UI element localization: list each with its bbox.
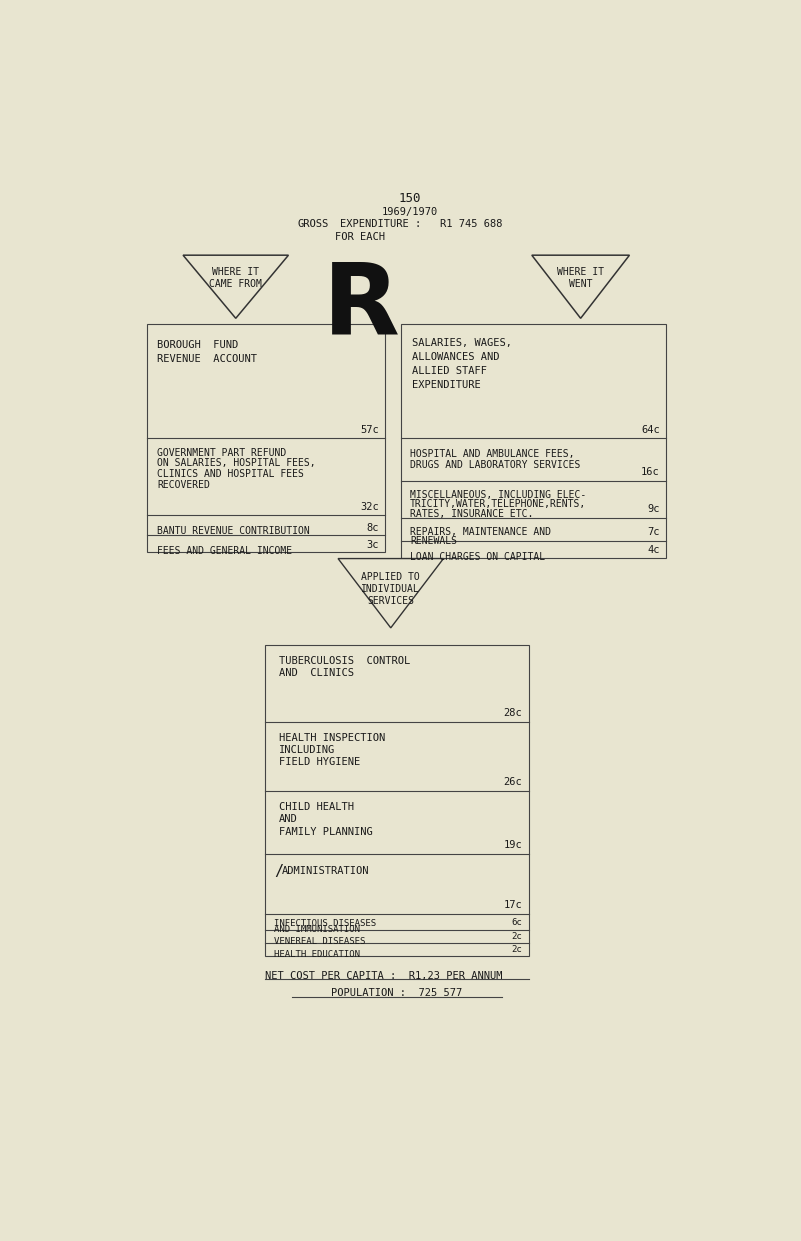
Text: ALLOWANCES AND: ALLOWANCES AND: [412, 352, 499, 362]
Text: 3c: 3c: [367, 540, 379, 550]
Polygon shape: [532, 256, 630, 319]
Text: AND  CLINICS: AND CLINICS: [280, 668, 354, 678]
Text: SALARIES, WAGES,: SALARIES, WAGES,: [412, 339, 512, 349]
Text: 8c: 8c: [367, 524, 379, 534]
Text: FAMILY PLANNING: FAMILY PLANNING: [280, 827, 373, 836]
Text: WHERE IT
WENT: WHERE IT WENT: [557, 268, 604, 289]
Text: ADMINISTRATION: ADMINISTRATION: [282, 866, 370, 876]
Text: INFECTIOUS DISEASES: INFECTIOUS DISEASES: [275, 918, 376, 928]
Text: 2c: 2c: [512, 932, 522, 941]
Text: 1969/1970: 1969/1970: [382, 207, 438, 217]
Text: FIELD HYGIENE: FIELD HYGIENE: [280, 757, 360, 767]
Text: MISCELLANEOUS, INCLUDING ELEC-: MISCELLANEOUS, INCLUDING ELEC-: [410, 490, 586, 500]
Text: 57c: 57c: [360, 424, 379, 434]
Text: CHILD HEALTH: CHILD HEALTH: [280, 802, 354, 812]
Text: RATES, INSURANCE ETC.: RATES, INSURANCE ETC.: [410, 509, 533, 519]
Text: LOAN CHARGES ON CAPITAL: LOAN CHARGES ON CAPITAL: [410, 552, 545, 562]
Text: RECOVERED: RECOVERED: [158, 480, 211, 490]
Text: DRUGS AND LABORATORY SERVICES: DRUGS AND LABORATORY SERVICES: [410, 460, 581, 470]
Text: RENEWALS: RENEWALS: [410, 536, 457, 546]
Text: APPLIED TO
INDIVIDUAL
SERVICES: APPLIED TO INDIVIDUAL SERVICES: [361, 572, 421, 606]
Text: INCLUDING: INCLUDING: [280, 745, 336, 755]
Bar: [400, 324, 666, 557]
Text: POPULATION :  725 577: POPULATION : 725 577: [332, 988, 462, 998]
Text: FOR EACH: FOR EACH: [335, 232, 384, 242]
Text: VENEREAL DISEASES: VENEREAL DISEASES: [275, 937, 366, 947]
Text: ALLIED STAFF: ALLIED STAFF: [412, 366, 487, 376]
Text: 26c: 26c: [504, 777, 522, 787]
Text: GOVERNMENT PART REFUND: GOVERNMENT PART REFUND: [158, 448, 287, 458]
Text: HOSPITAL AND AMBULANCE FEES,: HOSPITAL AND AMBULANCE FEES,: [410, 449, 574, 459]
Text: CLINICS AND HOSPITAL FEES: CLINICS AND HOSPITAL FEES: [158, 469, 304, 479]
Text: 2c: 2c: [512, 946, 522, 954]
Text: 9c: 9c: [647, 504, 660, 514]
Bar: [147, 324, 385, 552]
Text: EXPENDITURE :   R1 745 688: EXPENDITURE : R1 745 688: [340, 218, 503, 228]
Text: 7c: 7c: [647, 527, 660, 537]
Text: TUBERCULOSIS  CONTROL: TUBERCULOSIS CONTROL: [280, 655, 410, 665]
Text: ON SALARIES, HOSPITAL FEES,: ON SALARIES, HOSPITAL FEES,: [158, 458, 316, 468]
Text: FEES AND GENERAL INCOME: FEES AND GENERAL INCOME: [158, 546, 292, 556]
Text: AND: AND: [280, 814, 298, 824]
Text: EXPENDITURE: EXPENDITURE: [412, 380, 481, 390]
Text: AND IMMUNISATION: AND IMMUNISATION: [275, 925, 360, 934]
Text: /: /: [275, 864, 284, 879]
Text: GROSS: GROSS: [298, 218, 329, 228]
Text: 32c: 32c: [360, 501, 379, 511]
Text: HEALTH EDUCATION: HEALTH EDUCATION: [275, 951, 360, 959]
Text: 6c: 6c: [512, 918, 522, 927]
Text: NET COST PER CAPITA :  R1,23 PER ANNUM: NET COST PER CAPITA : R1,23 PER ANNUM: [265, 972, 503, 982]
Text: 64c: 64c: [641, 424, 660, 434]
Text: 150: 150: [399, 192, 421, 206]
Text: BOROUGH  FUND: BOROUGH FUND: [158, 340, 239, 350]
Text: REVENUE  ACCOUNT: REVENUE ACCOUNT: [158, 354, 257, 364]
Polygon shape: [338, 558, 444, 628]
Text: BANTU REVENUE CONTRIBUTION: BANTU REVENUE CONTRIBUTION: [158, 526, 310, 536]
Text: 17c: 17c: [504, 901, 522, 911]
Text: REPAIRS, MAINTENANCE AND: REPAIRS, MAINTENANCE AND: [410, 527, 551, 537]
Bar: [265, 645, 529, 956]
Polygon shape: [183, 256, 288, 319]
Text: 19c: 19c: [504, 840, 522, 850]
Text: 28c: 28c: [504, 707, 522, 719]
Text: HEALTH INSPECTION: HEALTH INSPECTION: [280, 732, 385, 742]
Text: R: R: [323, 258, 400, 355]
Text: TRICITY,WATER,TELEPHONE,RENTS,: TRICITY,WATER,TELEPHONE,RENTS,: [410, 499, 586, 509]
Text: WHERE IT
CAME FROM: WHERE IT CAME FROM: [209, 268, 262, 289]
Text: 16c: 16c: [641, 467, 660, 477]
Text: 4c: 4c: [647, 546, 660, 556]
